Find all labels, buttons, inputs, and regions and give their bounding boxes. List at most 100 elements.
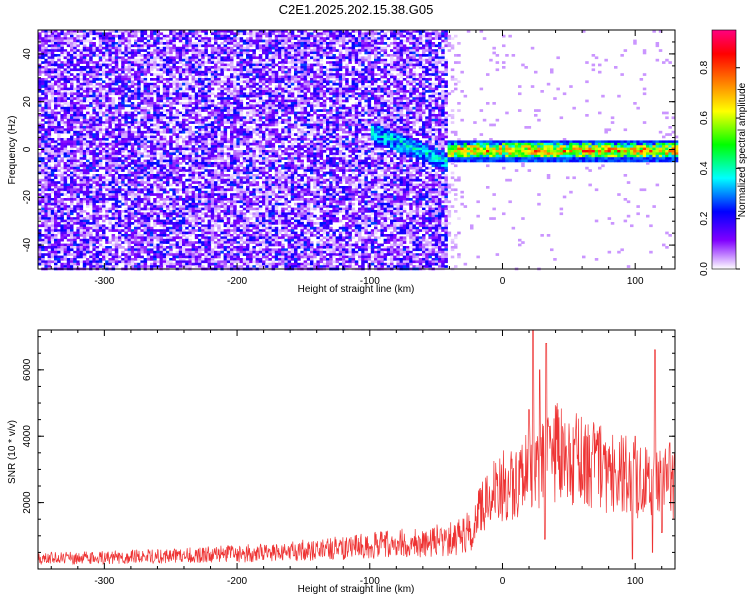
spectrogram-cell (178, 181, 183, 184)
spectrogram-cell (201, 56, 205, 60)
spectrogram-cell (98, 236, 103, 240)
spectrogram-cell (44, 97, 48, 100)
spectrogram-cell (223, 212, 228, 216)
spectrogram-cell (236, 140, 240, 144)
spectrogram-cell (146, 128, 151, 132)
spectrogram-cell (44, 183, 48, 187)
spectrogram-cell (204, 234, 208, 237)
spectrogram-cell (198, 246, 202, 249)
spectrogram-cell (210, 102, 215, 105)
spectrogram-cell (60, 145, 64, 148)
spectrogram-cell (204, 166, 208, 170)
spectrogram-cell (143, 118, 148, 122)
spectrogram-cell (150, 61, 154, 64)
spectrogram-cell (121, 87, 125, 91)
spectrogram-cell (57, 186, 61, 189)
spectrogram-cell (114, 224, 119, 228)
spectrogram-cell (159, 162, 164, 165)
spectrogram-cell (76, 260, 80, 264)
spectrogram-cell (63, 169, 68, 172)
spectrogram-cell (118, 147, 122, 151)
spectrogram-cell (188, 152, 192, 156)
spectrogram-cell (153, 154, 157, 158)
spectrogram-cell (226, 58, 231, 62)
spectrogram-cell (38, 66, 42, 69)
spectrogram-cell (175, 94, 180, 98)
spectrogram-cell (182, 123, 186, 127)
spectrogram-cell (169, 66, 173, 69)
spectrogram-cell (92, 32, 96, 36)
spectrogram-cell (169, 73, 173, 76)
spectrogram-cell (140, 224, 144, 228)
spectrogram-cell (47, 214, 52, 218)
spectrogram-cell (130, 49, 135, 52)
spectrogram-cell (220, 142, 224, 146)
spectrogram-cell (185, 82, 189, 86)
spectrogram-cell (50, 49, 55, 52)
spectrogram-cell (50, 46, 55, 50)
spectrogram-cell (233, 152, 237, 156)
spectrogram-cell (79, 94, 84, 98)
spectrogram-cell (44, 246, 48, 249)
spectrogram-cell (214, 202, 218, 206)
spectrogram-cell (44, 121, 48, 124)
spectrogram-cell (89, 118, 93, 122)
spectrogram-cell (210, 241, 215, 244)
spectrogram-cell (79, 229, 84, 232)
spectrogram-cell (98, 121, 103, 124)
spectrogram-cell (236, 190, 240, 194)
spectrogram-cell (230, 46, 234, 50)
spectrogram-cell (143, 70, 148, 74)
spectrogram-cell (236, 169, 240, 172)
spectrogram-cell (223, 205, 228, 208)
spectrogram-cell (214, 109, 218, 112)
spectrogram-cell (44, 198, 48, 201)
spectrogram-cell (156, 190, 160, 194)
spectrogram-cell (54, 236, 58, 240)
spectrogram-cell (153, 217, 157, 220)
spectrogram-cell (233, 39, 237, 43)
spectrogram-cell (70, 142, 74, 146)
spectrogram-cell (159, 265, 164, 268)
spectrogram-cell (60, 234, 64, 237)
spectrogram-cell (188, 138, 192, 141)
spectrogram-cell (121, 68, 125, 72)
spectrogram-cell (156, 265, 160, 268)
spectrogram-cell (76, 135, 80, 139)
spectrogram-cell (210, 145, 215, 148)
spectrogram-cell (41, 85, 45, 88)
spectrogram-cell (182, 118, 186, 122)
spectrogram-cell (236, 104, 240, 108)
spectrogram-cell (63, 49, 68, 52)
spectrogram-cell (230, 181, 234, 184)
spectrogram-cell (166, 260, 170, 264)
spectrogram-cell (73, 243, 77, 247)
spectrogram-cell (188, 234, 192, 237)
spectrogram-cell (57, 260, 61, 264)
spectrogram-cell (207, 229, 212, 232)
spectrogram-cell (210, 260, 215, 264)
spectrogram-cell (169, 51, 173, 55)
spectrogram-cell (172, 205, 176, 208)
spectrogram-cell (47, 226, 52, 230)
spectrogram-cell (150, 30, 154, 33)
spectrogram-cell (70, 123, 74, 127)
spectrogram-cell (153, 174, 157, 177)
spectrogram-cell (89, 166, 93, 170)
spectrogram-cell (89, 214, 93, 218)
spectrogram-cell (70, 73, 74, 76)
spectrogram-cell (86, 130, 90, 134)
spectrogram-cell (105, 157, 109, 160)
spectrogram-cell (73, 178, 77, 182)
spectrogram-cell (86, 186, 90, 189)
spectrogram-cell (111, 106, 116, 110)
spectrogram-cell (60, 246, 64, 249)
spectrogram-cell (118, 73, 122, 76)
spectrogram-cell (178, 58, 183, 62)
spectrogram-cell (54, 169, 58, 172)
spectrogram-cell (217, 207, 221, 211)
spectrogram-cell (92, 241, 96, 244)
spectrogram-cell (124, 210, 128, 213)
spectrogram-cell (191, 243, 196, 247)
spectrogram-cell (124, 195, 128, 199)
